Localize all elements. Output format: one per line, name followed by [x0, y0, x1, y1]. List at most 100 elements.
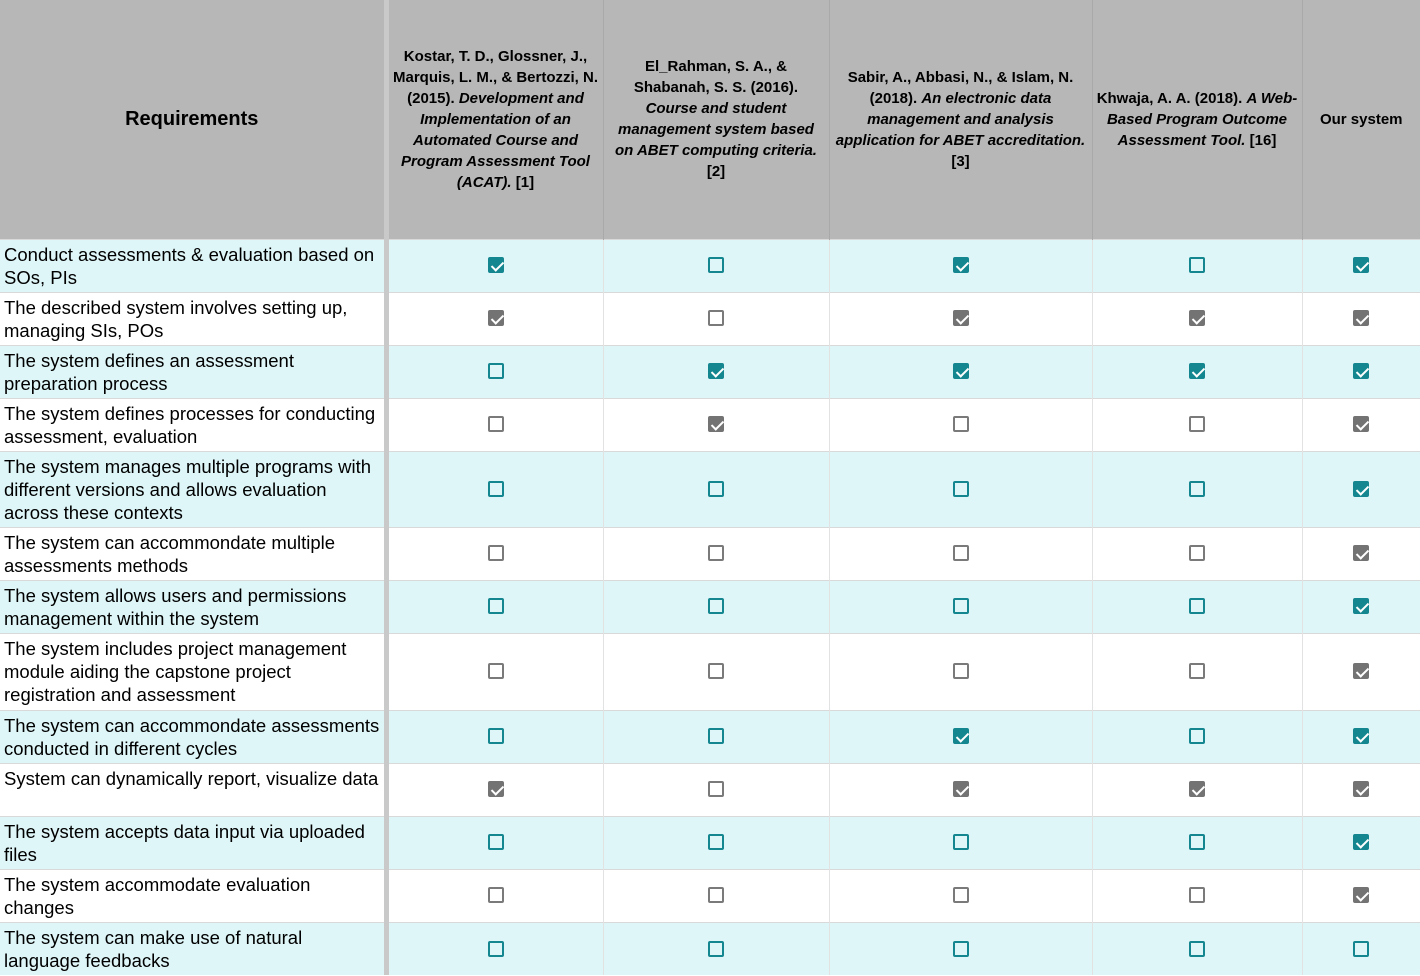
checkbox-checked-icon[interactable]: [1353, 663, 1370, 680]
checkbox-unchecked-icon[interactable]: [1189, 480, 1205, 497]
checkbox-checked-icon[interactable]: [1353, 728, 1370, 745]
checkbox-unchecked-icon[interactable]: [952, 545, 969, 562]
checkbox-unchecked-icon[interactable]: [487, 834, 504, 851]
checkbox-checked-icon[interactable]: [1353, 416, 1370, 433]
checkbox-unchecked-icon[interactable]: [487, 416, 504, 433]
checkbox-cell-kostar: [386, 579, 604, 633]
checkbox-cell-our-system: [1302, 450, 1420, 527]
column-header-khwaja: Khwaja, A. A. (2018). A Web-Based Progra…: [1092, 0, 1303, 239]
checkbox-unchecked-icon[interactable]: [708, 598, 724, 615]
checkbox-unchecked-icon[interactable]: [708, 480, 724, 497]
checkbox-cell-el-rahman: [603, 762, 830, 816]
checkbox-unchecked-icon[interactable]: [1189, 257, 1205, 274]
requirement-cell: The system can accommondate assessments …: [0, 709, 389, 763]
checkbox-cell-sabir: [829, 815, 1093, 869]
checkbox-checked-icon[interactable]: [708, 416, 724, 433]
checkbox-unchecked-icon[interactable]: [708, 781, 724, 798]
checkbox-cell-el-rahman: [603, 815, 830, 869]
checkbox-checked-icon[interactable]: [952, 257, 969, 274]
checkbox-checked-icon[interactable]: [952, 781, 969, 798]
checkbox-unchecked-icon[interactable]: [487, 363, 504, 380]
table-row: The system can make use of natural langu…: [0, 921, 1420, 975]
checkbox-checked-icon[interactable]: [1353, 598, 1370, 615]
checkbox-unchecked-icon[interactable]: [708, 887, 724, 904]
checkbox-cell-kostar: [386, 526, 604, 580]
requirement-cell: The described system involves setting up…: [0, 291, 389, 345]
checkbox-checked-icon[interactable]: [1353, 310, 1370, 327]
checkbox-unchecked-icon[interactable]: [708, 663, 724, 680]
checkbox-unchecked-icon[interactable]: [1189, 940, 1205, 957]
checkbox-unchecked-icon[interactable]: [952, 416, 969, 433]
checkbox-cell-our-system: [1302, 921, 1420, 975]
checkbox-unchecked-icon[interactable]: [708, 545, 724, 562]
checkbox-unchecked-icon[interactable]: [1189, 728, 1205, 745]
column-header-our-system: Our system: [1302, 0, 1420, 239]
checkbox-cell-sabir: [829, 238, 1093, 292]
column-ref: [16]: [1245, 131, 1277, 149]
checkbox-unchecked-icon[interactable]: [708, 257, 724, 274]
checkbox-cell-khwaja: [1092, 709, 1303, 763]
checkbox-checked-icon[interactable]: [1353, 781, 1370, 798]
checkbox-cell-el-rahman: [603, 344, 830, 398]
checkbox-unchecked-icon[interactable]: [1189, 545, 1205, 562]
checkbox-cell-el-rahman: [603, 238, 830, 292]
checkbox-cell-khwaja: [1092, 397, 1303, 451]
table-row: System can dynamically report, visualize…: [0, 762, 1420, 816]
checkbox-unchecked-icon[interactable]: [708, 310, 724, 327]
checkbox-cell-khwaja: [1092, 344, 1303, 398]
checkbox-unchecked-icon[interactable]: [487, 480, 504, 497]
checkbox-unchecked-icon[interactable]: [487, 598, 504, 615]
checkbox-checked-icon[interactable]: [487, 257, 504, 274]
column-ref: [3]: [951, 152, 970, 170]
column-title: Development and Implementation of an Aut…: [401, 89, 590, 191]
checkbox-unchecked-icon[interactable]: [1189, 416, 1205, 433]
table-row: The system can accommondate assessments …: [0, 709, 1420, 763]
checkbox-cell-kostar: [386, 291, 604, 345]
checkbox-checked-icon[interactable]: [487, 781, 504, 798]
checkbox-unchecked-icon[interactable]: [487, 728, 504, 745]
checkbox-checked-icon[interactable]: [487, 310, 504, 327]
checkbox-unchecked-icon[interactable]: [952, 480, 969, 497]
checkbox-checked-icon[interactable]: [1353, 480, 1370, 497]
checkbox-cell-el-rahman: [603, 921, 830, 975]
checkbox-checked-icon[interactable]: [1353, 545, 1370, 562]
table-row: The system allows users and permissions …: [0, 579, 1420, 633]
checkbox-checked-icon[interactable]: [952, 728, 969, 745]
checkbox-cell-sabir: [829, 709, 1093, 763]
requirement-cell: System can dynamically report, visualize…: [0, 762, 389, 816]
checkbox-unchecked-icon[interactable]: [952, 834, 969, 851]
checkbox-unchecked-icon[interactable]: [487, 940, 504, 957]
checkbox-unchecked-icon[interactable]: [487, 545, 504, 562]
checkbox-checked-icon[interactable]: [1353, 257, 1370, 274]
checkbox-unchecked-icon[interactable]: [1353, 940, 1370, 957]
checkbox-unchecked-icon[interactable]: [1189, 834, 1205, 851]
checkbox-cell-el-rahman: [603, 632, 830, 710]
checkbox-unchecked-icon[interactable]: [487, 663, 504, 680]
checkbox-checked-icon[interactable]: [1189, 310, 1205, 327]
column-ref: [1]: [511, 173, 535, 191]
checkbox-checked-icon[interactable]: [952, 363, 969, 380]
checkbox-cell-our-system: [1302, 397, 1420, 451]
checkbox-unchecked-icon[interactable]: [1189, 598, 1205, 615]
checkbox-unchecked-icon[interactable]: [952, 598, 969, 615]
checkbox-unchecked-icon[interactable]: [952, 663, 969, 680]
column-title: Course and student management system bas…: [615, 100, 817, 160]
checkbox-unchecked-icon[interactable]: [1189, 663, 1205, 680]
checkbox-checked-icon[interactable]: [1353, 363, 1370, 380]
checkbox-unchecked-icon[interactable]: [487, 887, 504, 904]
checkbox-checked-icon[interactable]: [1189, 781, 1205, 798]
checkbox-unchecked-icon[interactable]: [952, 940, 969, 957]
checkbox-unchecked-icon[interactable]: [708, 834, 724, 851]
checkbox-checked-icon[interactable]: [1353, 887, 1370, 904]
checkbox-cell-el-rahman: [603, 709, 830, 763]
checkbox-checked-icon[interactable]: [1353, 834, 1370, 851]
checkbox-checked-icon[interactable]: [708, 363, 724, 380]
column-authors: Khwaja, A. A. (2018).: [1096, 89, 1247, 107]
checkbox-checked-icon[interactable]: [1189, 363, 1205, 380]
checkbox-unchecked-icon[interactable]: [952, 887, 969, 904]
checkbox-cell-kostar: [386, 709, 604, 763]
checkbox-checked-icon[interactable]: [952, 310, 969, 327]
checkbox-unchecked-icon[interactable]: [708, 940, 724, 957]
checkbox-unchecked-icon[interactable]: [708, 728, 724, 745]
checkbox-unchecked-icon[interactable]: [1189, 887, 1205, 904]
